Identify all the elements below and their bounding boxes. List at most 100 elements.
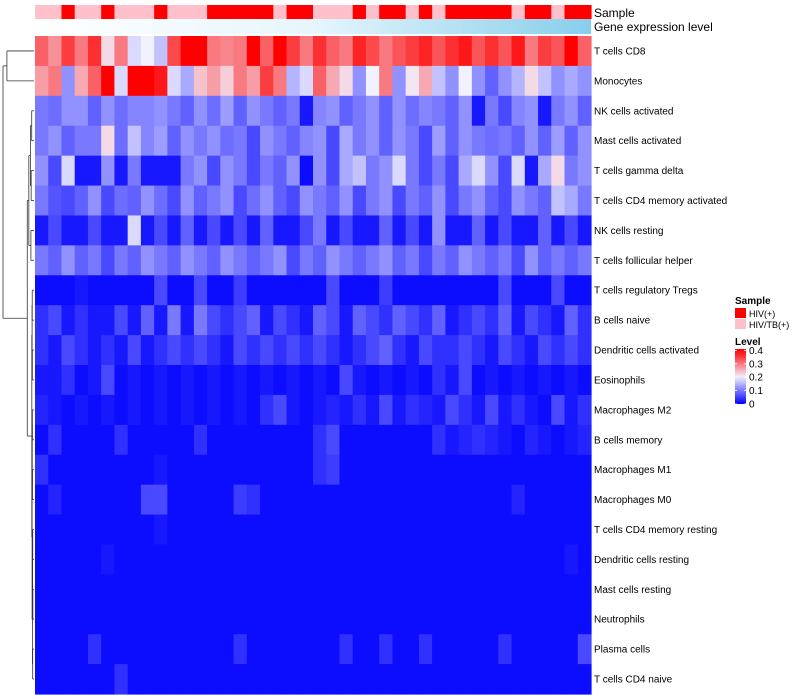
heatmap-cell	[313, 95, 327, 127]
heatmap-cell	[74, 275, 89, 306]
heatmap-cell	[74, 245, 89, 276]
heatmap-cell	[101, 424, 116, 456]
heatmap-cell	[339, 484, 354, 516]
heatmap-cell	[260, 185, 274, 217]
heatmap-cell	[180, 424, 195, 456]
heatmap-cell	[524, 215, 539, 246]
heatmap-cell	[564, 424, 579, 456]
heatmap-cell	[286, 574, 301, 605]
heatmap-cell	[101, 305, 116, 336]
heatmap-cell	[524, 664, 539, 695]
heatmap-cell	[445, 275, 460, 306]
heatmap-cell	[273, 634, 288, 665]
heatmap-cell	[101, 574, 116, 605]
heatmap-cell	[48, 95, 63, 127]
heatmap-cell	[74, 36, 89, 67]
heatmap-cell	[524, 275, 539, 306]
heatmap-cell	[167, 335, 182, 366]
heatmap-cell	[61, 454, 76, 486]
row-label: Mast cells activated	[594, 136, 681, 147]
heatmap-cell	[48, 424, 63, 456]
heatmap-cell	[180, 664, 195, 695]
heatmap-cell	[61, 664, 76, 695]
heatmap-cell	[273, 424, 288, 456]
heatmap-cell	[458, 514, 473, 546]
heatmap-cell	[260, 484, 274, 516]
row-label: T cells CD4 naive	[594, 675, 673, 686]
heatmap-cell	[564, 305, 579, 336]
heatmap-cell	[114, 484, 129, 516]
heatmap-cell	[392, 514, 407, 546]
heatmap-cell	[180, 125, 195, 157]
heatmap-cell	[365, 305, 380, 336]
heatmap-cell	[326, 305, 341, 336]
heatmap-cell	[365, 185, 380, 217]
heatmap-cell	[511, 245, 526, 276]
heatmap-cell	[48, 125, 63, 157]
heatmap-cell	[220, 394, 235, 426]
heatmap-cell	[339, 424, 354, 456]
heatmap-cell	[154, 65, 168, 97]
heatmap-cell	[35, 335, 49, 366]
heatmap-cell	[140, 275, 155, 306]
heatmap-cell	[273, 454, 288, 486]
heatmap-cell	[48, 664, 63, 695]
heatmap-cell	[485, 484, 499, 516]
heatmap-cell	[564, 335, 579, 366]
heatmap-cell	[114, 125, 129, 157]
heatmap-cell	[273, 36, 288, 67]
heatmap-cell	[260, 424, 274, 456]
heatmap-cell	[432, 604, 446, 635]
heatmap-cell	[511, 335, 526, 366]
heatmap-cell	[180, 275, 195, 306]
heatmap-cell	[140, 394, 155, 426]
heatmap-cell	[471, 394, 486, 426]
heatmap-cell	[538, 335, 552, 366]
heatmap-cell	[273, 275, 288, 306]
heatmap-cell	[154, 454, 168, 486]
heatmap-cell	[167, 305, 182, 336]
heatmap-cell	[286, 245, 301, 276]
sample-annotation-cell	[286, 5, 301, 19]
heatmap-cell	[538, 424, 552, 456]
heatmap-cell	[524, 574, 539, 605]
heatmap-cell	[485, 365, 499, 396]
heatmap-cell	[392, 155, 407, 187]
heatmap-cell	[538, 544, 552, 575]
heatmap-cell	[405, 365, 420, 396]
sample-annotation-cell	[48, 5, 63, 19]
heatmap-cell	[260, 394, 274, 426]
heatmap-cell	[273, 514, 288, 546]
heatmap-cell	[485, 95, 499, 127]
heatmap-cell	[445, 65, 460, 97]
heatmap-cell	[564, 95, 579, 127]
heatmap-cell	[458, 574, 473, 605]
heatmap-cell	[392, 484, 407, 516]
heatmap-cell	[326, 95, 341, 127]
heatmap-cell	[233, 275, 248, 306]
heatmap-cell	[458, 664, 473, 695]
heatmap-cell	[167, 484, 182, 516]
heatmap-cell	[299, 125, 314, 157]
heatmap-cell	[511, 544, 526, 575]
heatmap-cell	[339, 215, 354, 246]
heatmap-cell	[299, 155, 314, 187]
heatmap-cell	[511, 305, 526, 336]
heatmap-cell	[498, 574, 513, 605]
heatmap-cell	[379, 454, 394, 486]
heatmap-cell	[299, 335, 314, 366]
heatmap-cell	[193, 95, 208, 127]
sample-annotation-cell	[87, 5, 102, 19]
heatmap-cell	[193, 634, 208, 665]
heatmap-cell	[432, 514, 446, 546]
heatmap-cell	[471, 664, 486, 695]
heatmap-cell	[485, 514, 499, 546]
heatmap-cell	[365, 36, 380, 67]
heatmap-cell	[299, 185, 314, 217]
heatmap-cell	[458, 65, 473, 97]
heatmap-cell	[246, 544, 261, 575]
heatmap-cell	[299, 634, 314, 665]
heatmap-cell	[260, 155, 274, 187]
row-label: Neutrophils	[594, 615, 645, 626]
heatmap-cell	[418, 514, 433, 546]
